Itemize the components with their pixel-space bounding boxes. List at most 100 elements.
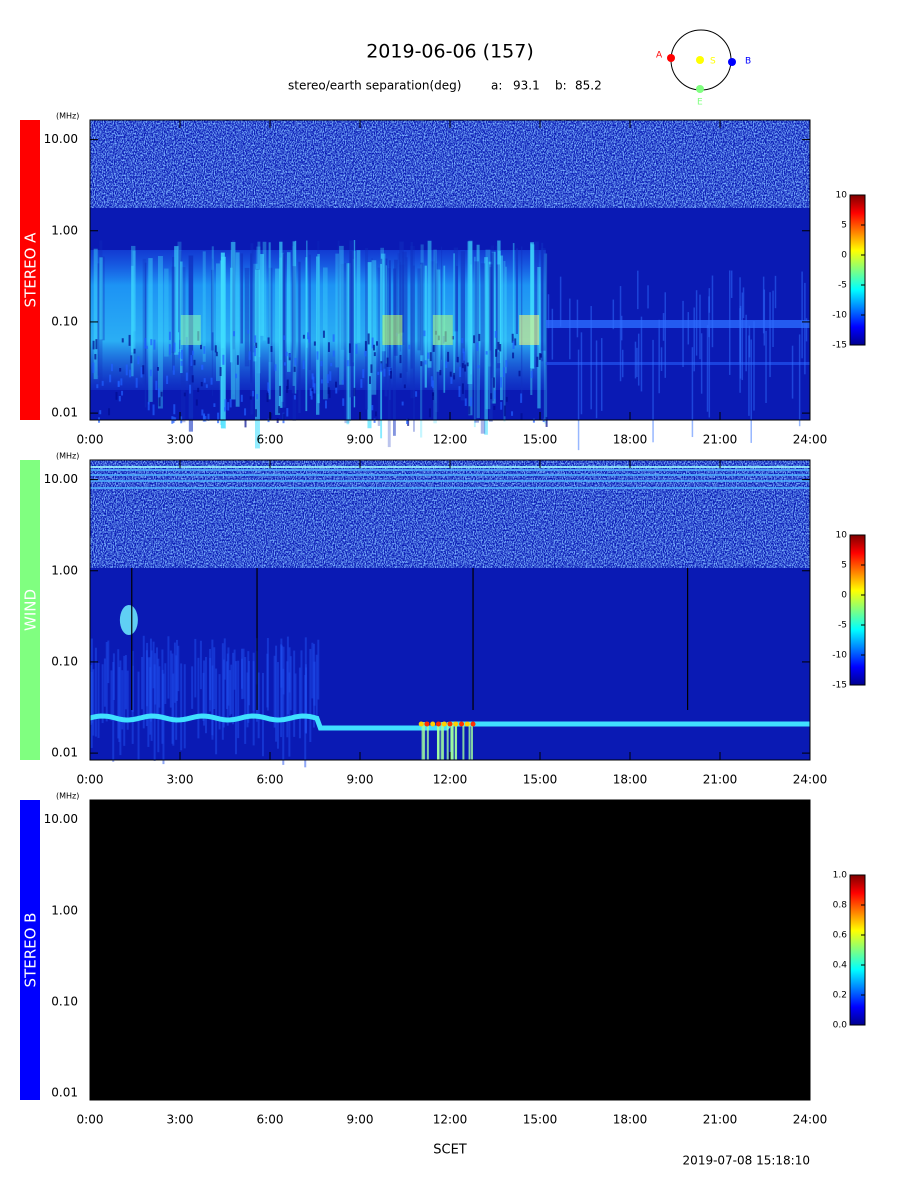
spectrogram-burst: [652, 339, 654, 443]
spectrogram-stripe: [430, 261, 435, 388]
x-tick-label: 6:00: [257, 1113, 284, 1127]
spectrogram-speckle: [420, 361, 423, 367]
x-tick-label: 24:00: [793, 1113, 828, 1127]
spectrogram-stripe: [154, 653, 157, 705]
colorbar-tick-label: -5: [838, 621, 847, 631]
x-tick-label: 12:00: [433, 773, 468, 787]
spectrogram-speckle: [203, 378, 206, 383]
spectrogram-line: [545, 362, 810, 365]
spectrogram-speckle: [168, 331, 171, 341]
spectrogram-stripe: [180, 663, 183, 751]
y-tick-label: 10.00: [44, 472, 78, 486]
spectrogram-peak: [470, 721, 476, 727]
colorbar-tick-label: 0: [841, 591, 847, 601]
spectrogram-speckle: [464, 364, 467, 372]
spectrogram-stripe: [399, 264, 405, 345]
spectrogram-speckle: [92, 362, 95, 373]
spectrogram-speckle: [125, 364, 128, 376]
orbit-label: S: [710, 57, 716, 67]
spectrogram-stripe: [491, 251, 496, 404]
spectrogram-speckle: [95, 339, 98, 350]
spectrogram: [89, 460, 810, 768]
instrument-bar: [20, 800, 40, 1100]
spectrogram-speckle: [449, 371, 452, 377]
spectrogram-speckle: [388, 367, 391, 372]
spectrogram-speckle: [536, 356, 539, 367]
x-tick-label: 15:00: [523, 1113, 558, 1127]
separation-a: 93.1: [513, 79, 540, 93]
spectrogram-stripe: [453, 247, 458, 332]
spectrogram-burst: [619, 286, 622, 382]
spectrogram-stripe: [282, 253, 286, 408]
x-tick-label: 21:00: [703, 773, 738, 787]
spectrogram-burst: [711, 275, 714, 348]
spectrogram-speckle: [494, 331, 497, 338]
spectrogram-speckle: [150, 339, 153, 346]
spectrogram-stripe: [210, 269, 214, 351]
y-tick-label: 0.01: [51, 746, 78, 760]
spectrogram-stripe: [93, 248, 98, 380]
spectrogram-burst: [804, 282, 806, 375]
spectrogram-speckle: [267, 337, 270, 344]
spectrogram-stripe: [126, 670, 129, 730]
spectrogram-stripe: [453, 253, 456, 376]
spectrogram-stripe: [467, 241, 473, 385]
spectrogram-stripe: [178, 245, 180, 333]
spectrogram-stripe: [261, 672, 264, 757]
spectrogram-stripe: [172, 256, 175, 371]
spectrogram-speckle: [302, 360, 305, 370]
spectrogram-stripe: [480, 263, 486, 434]
spectrogram-speckle: [461, 383, 464, 394]
y-tick-label: 0.01: [51, 406, 78, 420]
spectrogram-stripe: [137, 671, 140, 760]
spectrogram-stripe: [204, 656, 207, 734]
spectrogram-stripe: [470, 264, 472, 375]
spectrogram-speckle: [476, 342, 479, 351]
spectrogram-blob: [119, 605, 138, 635]
spectrogram-stripe: [211, 665, 214, 740]
spectrogram-burst: [753, 321, 755, 411]
spectrogram-speckle: [520, 413, 523, 420]
y-tick-label: 10.00: [44, 812, 78, 826]
orbit-earth: [696, 85, 704, 93]
spectrogram-speckle: [210, 377, 213, 385]
spectrogram-speckle: [286, 386, 289, 393]
spectrogram-speckle: [503, 405, 506, 417]
spectrogram-burst: [471, 722, 474, 760]
spectrogram-stripe: [112, 661, 115, 762]
x-tick-label: 9:00: [347, 433, 374, 447]
spectrogram-stripe: [202, 672, 205, 721]
spectrogram-speckle: [180, 361, 183, 366]
spectrogram-burst: [742, 287, 745, 319]
colorbar-tick-label: 0: [841, 251, 847, 261]
spectrogram-stripe: [500, 255, 503, 401]
spectrogram-stripe: [474, 261, 479, 423]
spectrogram-stripe: [213, 647, 216, 709]
spectrogram-speckle: [183, 392, 186, 397]
spectrogram-speckle: [330, 362, 333, 367]
spectrogram-speckle: [500, 377, 503, 388]
spectrogram-stripe: [531, 244, 535, 369]
spectrogram-stripe: [402, 251, 407, 384]
spectrogram-speckle: [332, 334, 335, 342]
spectrogram-burst: [765, 330, 767, 404]
spectrogram-stripe: [228, 670, 231, 716]
spectrogram-stripe: [293, 650, 296, 737]
spectrogram-peak: [435, 721, 441, 727]
spectrogram-speckle: [203, 346, 206, 354]
spectrogram-stripe: [199, 640, 202, 690]
spectrogram-speckle: [254, 409, 257, 417]
spectrogram-speckle: [140, 367, 143, 378]
spectrogram-speckle: [364, 341, 367, 351]
spectrogram-speckle: [511, 333, 514, 343]
spectrogram-stripe: [288, 672, 291, 757]
spectrogram-peak: [432, 315, 453, 345]
spectrogram-speckle: [133, 348, 136, 354]
spectrogram-stripe: [171, 266, 176, 354]
spectrogram-speckle: [254, 335, 257, 343]
spectrogram-stripe: [167, 636, 170, 699]
spectrogram-stripe: [503, 260, 506, 422]
spectrogram-speckle: [493, 405, 496, 410]
spectrogram-stripe: [311, 642, 314, 699]
y-tick-label: 0.10: [51, 994, 78, 1008]
